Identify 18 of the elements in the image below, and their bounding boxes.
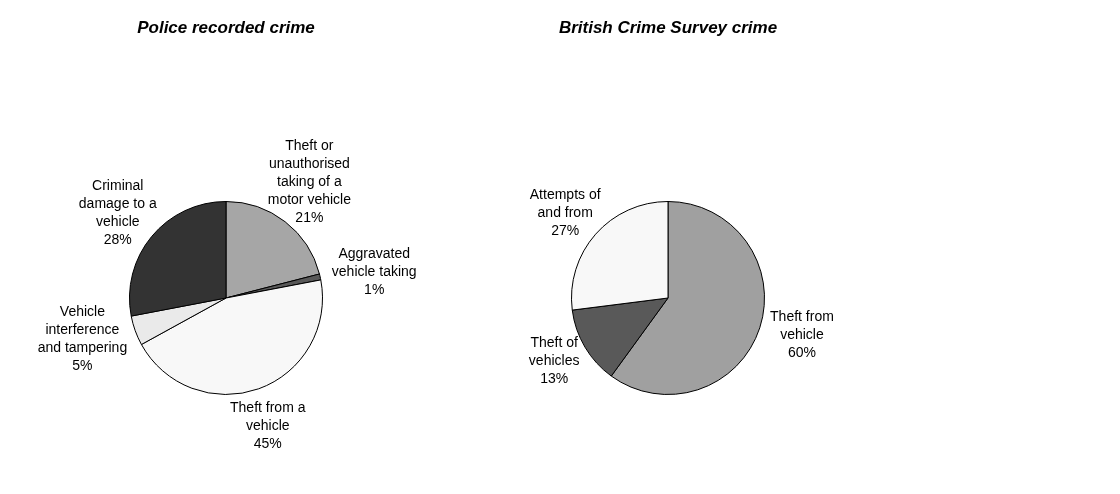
slice-label: Theft or unauthorised taking of a motor vehicle [267, 137, 352, 208]
data-label: 13% [540, 370, 569, 387]
slice-label: Attempts of and from [529, 185, 601, 220]
slice-label: Aggravated vehicle taking [331, 245, 417, 280]
slice-label: Theft of vehicles [528, 334, 580, 369]
slice-label: Vehicle interference and tampering [37, 303, 128, 356]
data-label: 21% [295, 209, 324, 226]
slice-label: Theft from a vehicle [230, 398, 306, 433]
slice-label: Criminal damage to a vehicle [78, 176, 157, 229]
data-label: 60% [787, 343, 816, 360]
data-label: 5% [72, 357, 93, 374]
data-label: 27% [551, 221, 580, 238]
chart-title: Police recorded crime [137, 17, 315, 37]
data-label: 28% [103, 230, 132, 247]
slice-label: Theft from vehicle [770, 307, 834, 342]
data-label: 1% [364, 281, 385, 298]
data-label: 45% [253, 434, 282, 451]
chart-title: British Crime Survey crime [558, 17, 778, 37]
